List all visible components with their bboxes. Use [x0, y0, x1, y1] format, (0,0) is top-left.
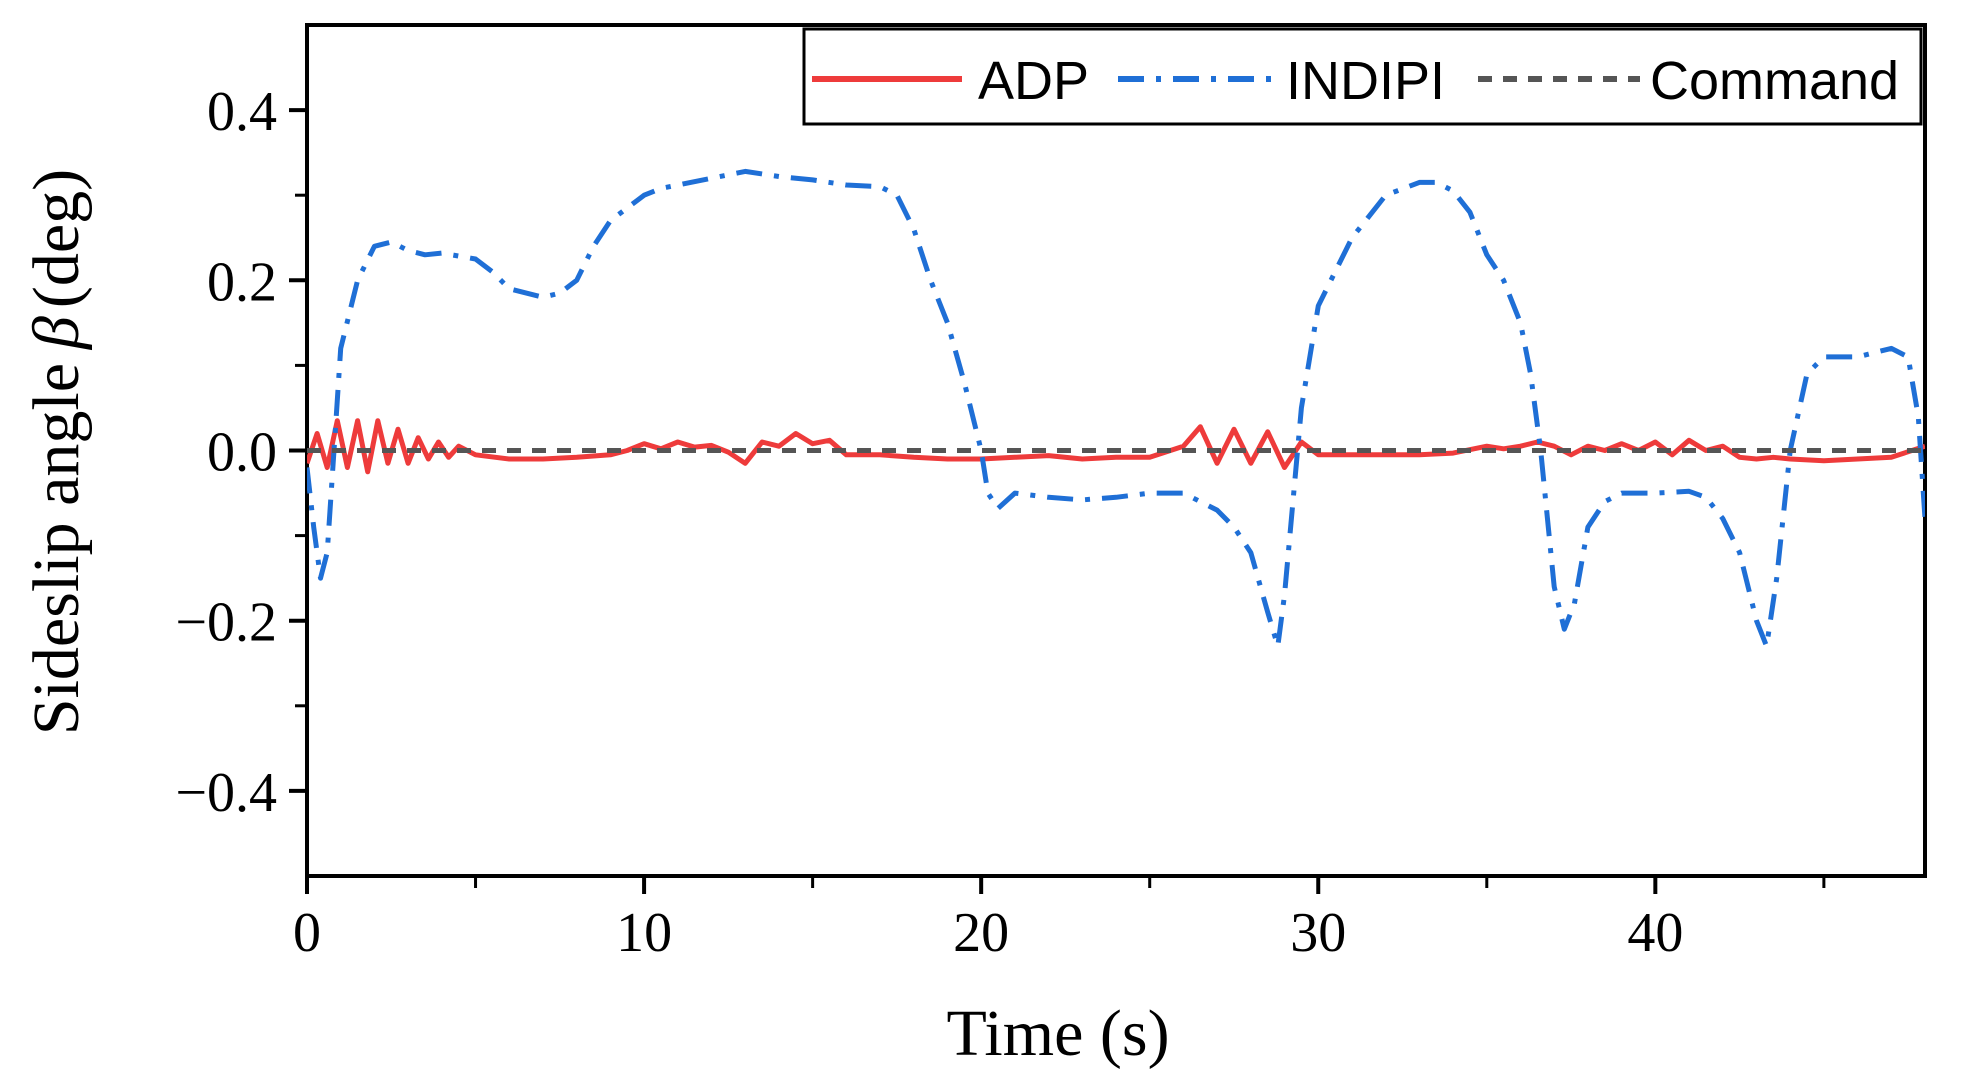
y-axis-title-text: Sideslip angle — [20, 363, 93, 735]
y-axis-ticks: 0.4 0.2 0.0 −0.2 −0.4 — [175, 81, 307, 824]
y-tick-label: −0.4 — [175, 762, 277, 824]
x-tick-label: 30 — [1290, 902, 1346, 964]
x-tick-label: 20 — [953, 902, 1009, 964]
y-tick-label: 0.4 — [207, 81, 277, 143]
legend-label-indipi: INDIPI — [1286, 51, 1445, 111]
series-line-indipi — [307, 168, 1925, 649]
y-axis-title-unit: (deg) — [20, 169, 93, 308]
legend-label-command: Command — [1650, 51, 1899, 111]
x-tick-label: 0 — [293, 902, 321, 964]
y-tick-label: −0.2 — [175, 592, 277, 654]
legend: ADP INDIPI Command — [802, 27, 1923, 126]
x-tick-label: 40 — [1627, 902, 1683, 964]
x-tick-label: 10 — [616, 902, 672, 964]
series-layer — [307, 168, 1925, 649]
y-axis-title-symbol: β — [20, 316, 93, 351]
x-axis-title: Time (s) — [946, 997, 1169, 1070]
series-line-adp — [307, 418, 1925, 475]
y-tick-label: 0.0 — [207, 422, 277, 484]
y-tick-label: 0.2 — [207, 251, 277, 313]
legend-box — [802, 27, 1923, 126]
x-axis-ticks: 0 10 20 30 40 — [293, 876, 1826, 964]
y-axis-title: Sideslip angle β (deg) — [20, 169, 93, 735]
legend-label-adp: ADP — [978, 51, 1089, 111]
